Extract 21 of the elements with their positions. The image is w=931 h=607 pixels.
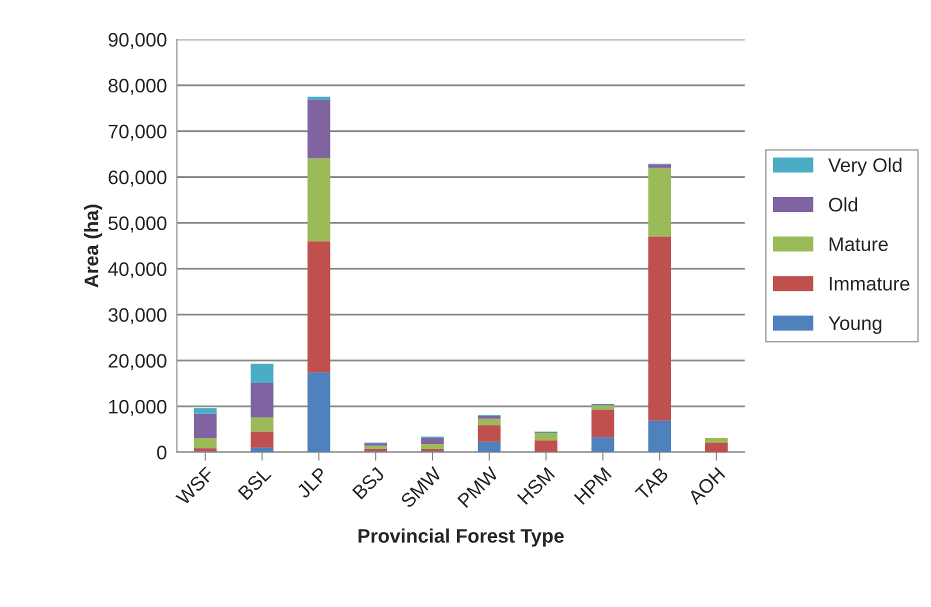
x-tick-label: BSJ: [352, 466, 385, 500]
legend-label: Very Old: [828, 158, 902, 176]
legend-label: Mature: [830, 237, 888, 252]
y-tick-label: 0: [157, 446, 166, 460]
y-tick-label: 40,000: [108, 262, 166, 278]
y-tick-label: 90,000: [108, 32, 166, 49]
legend-label: Young: [828, 316, 882, 334]
y-tick-label: 60,000: [108, 170, 166, 187]
x-tick-label: TAB: [634, 466, 669, 501]
y-tick-label: 70,000: [108, 124, 166, 141]
x-axis-title: Provincial Forest Type: [358, 528, 564, 547]
y-tick-label: 10,000: [109, 400, 166, 416]
y-axis-title: Area (ha): [84, 204, 102, 288]
x-tick-label: JLP: [296, 466, 328, 499]
y-tick-label: 20,000: [108, 354, 166, 370]
y-tick-label: 30,000: [108, 308, 166, 324]
y-tick-label: 80,000: [108, 78, 166, 95]
x-tick-label: BSL: [238, 466, 272, 500]
legend-label: Immature: [830, 277, 910, 291]
y-tick-label: 50,000: [108, 216, 166, 232]
legend-label: Old: [829, 197, 858, 212]
